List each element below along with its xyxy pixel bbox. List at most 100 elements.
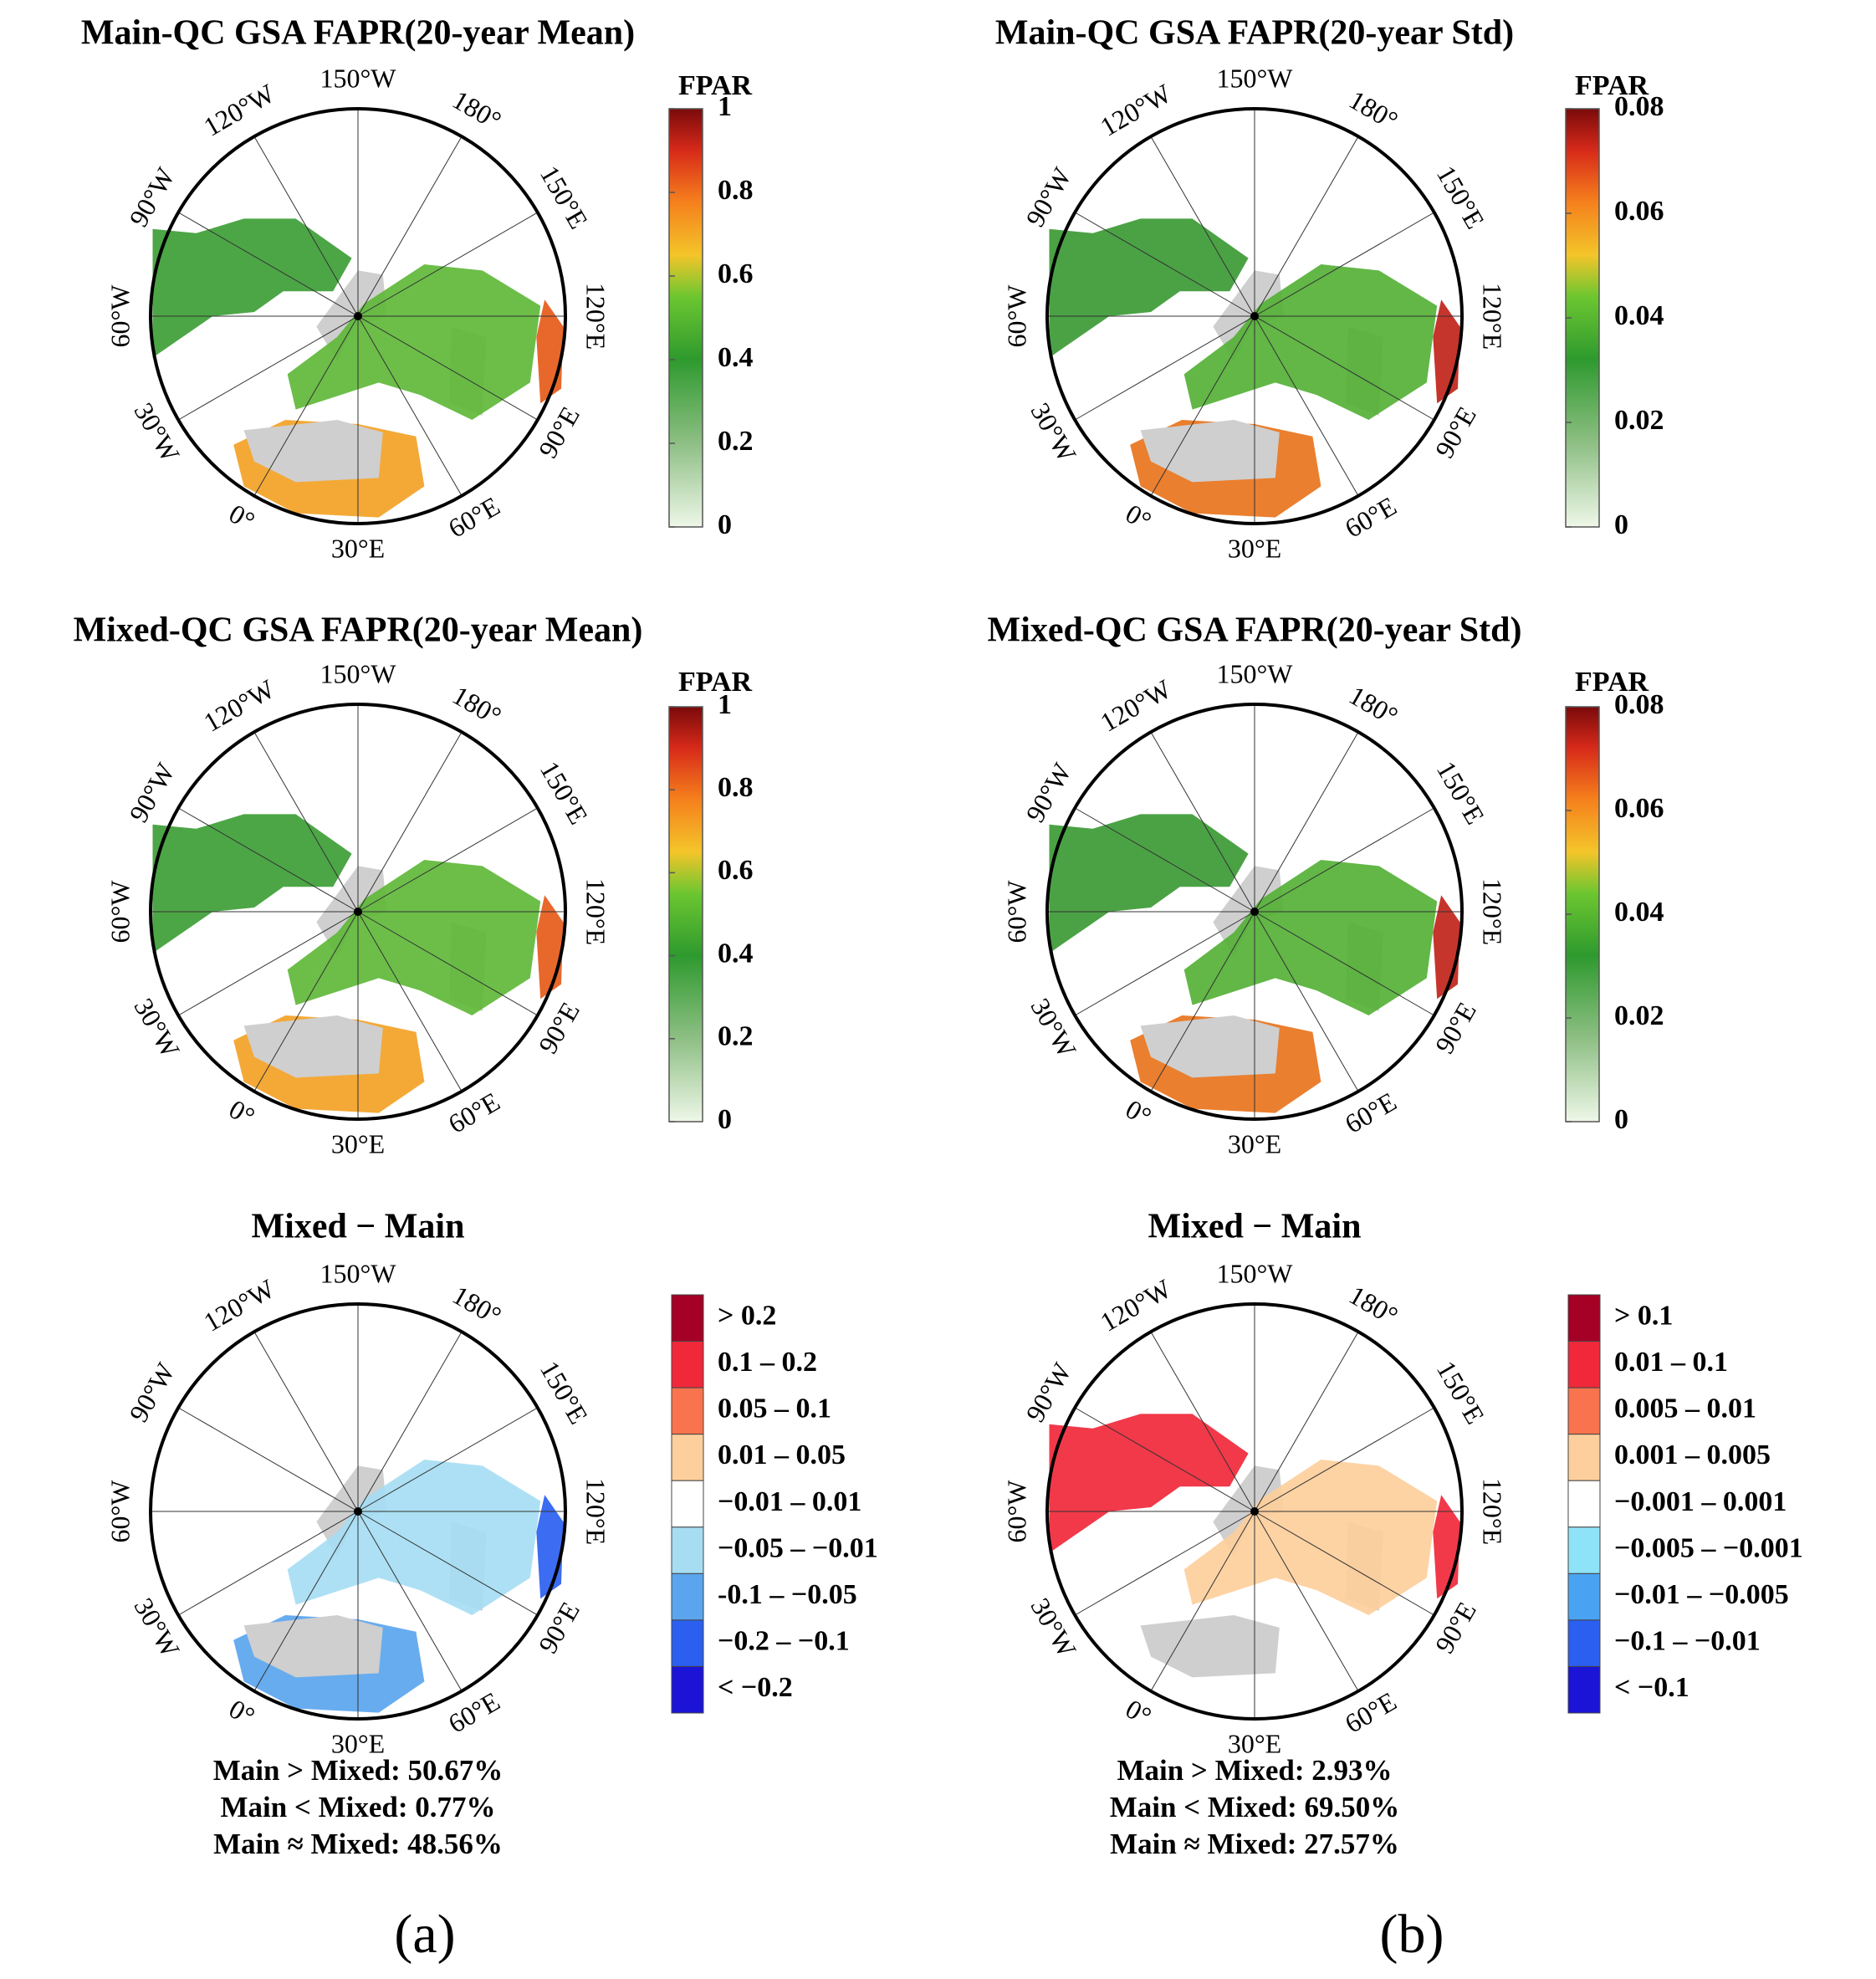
meridian-line: [357, 315, 539, 421]
chart-title: Mixed − Main: [252, 1208, 465, 1246]
legend-swatch: [671, 1480, 704, 1528]
lon-label: 120°E: [1478, 283, 1508, 350]
legend-label: > 0.1: [1614, 1301, 1673, 1332]
meridian-line: [1254, 315, 1359, 497]
colorbar-title: FPAR: [1575, 667, 1649, 698]
meridian-line: [1254, 315, 1435, 421]
legend-label: −0.01 – 0.01: [718, 1486, 861, 1517]
lon-label: 120°E: [581, 1478, 611, 1545]
lon-label: 60°W: [1001, 1480, 1031, 1543]
meridian-line: [177, 911, 359, 1016]
legend-swatch: [671, 1619, 704, 1667]
north-pole-marker: [1250, 908, 1259, 916]
legend-swatch: [671, 1294, 704, 1342]
lon-label: 150°W: [1217, 1258, 1294, 1288]
meridian-line: [253, 1511, 359, 1692]
legend-label: −0.01 – −0.005: [1614, 1579, 1789, 1610]
meridian-line: [1074, 212, 1255, 317]
colorbar-tick-label: 0.06: [1614, 793, 1664, 824]
legend-label: > 0.2: [718, 1301, 776, 1332]
meridian-line: [177, 315, 359, 421]
lon-label: 0°: [224, 1093, 260, 1132]
stat-line: Main < Mixed: 0.77%: [220, 1791, 495, 1823]
meridian-line: [1150, 1511, 1255, 1692]
land-region-0: [152, 218, 352, 358]
land-region-1: [1183, 1460, 1438, 1615]
land-region-1: [287, 1460, 541, 1615]
colorbar-tick-label: 0.2: [718, 426, 754, 457]
land-region-0: [152, 1414, 352, 1553]
stat-line: Main ≈ Mixed: 48.56%: [213, 1828, 503, 1860]
colorbar-tick-label: 0.04: [1614, 897, 1664, 928]
colorbar-title: FPAR: [678, 667, 753, 698]
legend-label: −0.1 – −0.01: [1614, 1625, 1761, 1656]
chart-title: Main-QC GSA FAPR(20-year Std): [995, 14, 1514, 53]
meridian-line: [1254, 731, 1359, 913]
colorbar-tick-label: 0.08: [1614, 91, 1664, 122]
meridian-line: [253, 731, 359, 913]
colorbar-title: FPAR: [678, 70, 753, 101]
land-region-0: [152, 814, 352, 954]
legend-label: < −0.2: [718, 1672, 793, 1703]
lon-label: 180°: [1344, 84, 1403, 136]
colorbar-tick-label: 0.2: [718, 1021, 754, 1052]
colorbar-tick-label: 1: [718, 689, 732, 720]
lon-label: 30°E: [331, 1128, 385, 1158]
greenland-ice: [1140, 1615, 1280, 1678]
meridian-line: [253, 911, 359, 1092]
meridian-line: [1150, 911, 1255, 1092]
meridian-line: [1254, 1331, 1359, 1512]
legend-swatch: [671, 1387, 704, 1435]
meridian-line: [177, 1407, 359, 1512]
meridian-line: [1074, 1511, 1255, 1616]
lon-label: 60°W: [1001, 880, 1031, 943]
meridian-line: [253, 315, 359, 497]
land-region-1: [287, 264, 541, 420]
colorbar-title: FPAR: [1575, 70, 1649, 101]
meridian-line: [1254, 1511, 1435, 1616]
colorbar-tick-label: 0: [1614, 509, 1628, 540]
chart-title: Mixed-QC GSA FAPR(20-year Mean): [74, 611, 643, 650]
meridian-line: [1254, 212, 1435, 317]
legend-label: 0.1 – 0.2: [718, 1347, 817, 1378]
greenland-ice: [243, 420, 383, 483]
legend-swatch: [671, 1665, 704, 1714]
legend-label: 0.005 – 0.01: [1614, 1393, 1756, 1424]
stat-line: Main ≈ Mixed: 27.57%: [1110, 1828, 1399, 1860]
legend-label: −0.05 – −0.01: [718, 1532, 878, 1563]
legend-swatch: [1567, 1341, 1601, 1388]
lon-label: 0°: [224, 498, 260, 536]
land-region-1: [1183, 860, 1438, 1015]
meridian-line: [1254, 1407, 1435, 1512]
meridian-line: [1150, 731, 1255, 913]
legend-swatch: [1567, 1665, 1601, 1714]
colorbar-tick-label: 0.04: [1614, 300, 1664, 331]
legend-label: -0.1 – −0.05: [718, 1579, 857, 1610]
meridian-line: [1254, 911, 1359, 1092]
lon-label: 60°W: [1001, 284, 1031, 348]
land-region-1: [1183, 264, 1438, 420]
land-region-1: [287, 860, 541, 1015]
legend-swatch: [1567, 1480, 1601, 1528]
legend-label: −0.2 – −0.1: [718, 1625, 850, 1656]
colorbar-tick-label: 0.6: [718, 258, 754, 289]
meridian-line: [1254, 136, 1359, 317]
colorbar: [668, 706, 703, 1122]
panel-label-a: (a): [394, 1904, 455, 1965]
colorbar-tick-label: 0.06: [1614, 196, 1664, 227]
lon-label: 150°W: [320, 658, 397, 688]
legend-swatch: [1567, 1387, 1601, 1435]
greenland-ice: [243, 1615, 383, 1678]
north-pole-marker: [354, 1507, 362, 1516]
chart-title: Mixed-QC GSA FAPR(20-year Std): [988, 611, 1522, 650]
legend-swatch: [1567, 1434, 1601, 1481]
map-frame: [1045, 107, 1464, 525]
meridian-line: [1254, 1511, 1359, 1692]
north-pole-marker: [1250, 312, 1259, 320]
map-panel-diff_std: Mixed − Main150°W180°150°E120°E90°E60°E3…: [1001, 1208, 1802, 1860]
meridian-line: [177, 807, 359, 913]
north-pole-marker: [354, 908, 362, 916]
lon-label: 120°E: [581, 878, 611, 945]
north-pole-marker: [354, 312, 362, 320]
